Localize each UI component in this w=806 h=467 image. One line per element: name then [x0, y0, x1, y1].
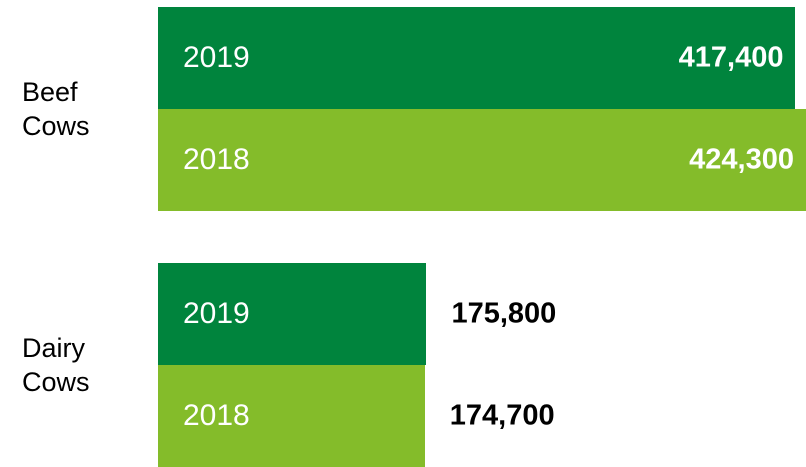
- bar-series-label: 2018: [183, 143, 250, 176]
- bar: [158, 7, 796, 109]
- bar-series-label: 2019: [183, 41, 250, 74]
- value-label: 417,400: [678, 41, 784, 74]
- value-label: 174,700: [449, 399, 555, 432]
- bar: [158, 109, 806, 211]
- bar-series-label: 2018: [183, 399, 250, 432]
- category-label: Beef Cows: [22, 77, 90, 141]
- bar: [158, 263, 427, 365]
- bar: [158, 365, 425, 467]
- value-label: 424,300: [689, 143, 794, 176]
- bar-series-label: 2019: [183, 297, 250, 330]
- value-label: 175,800: [451, 297, 557, 330]
- category-label: Dairy Cows: [22, 333, 90, 397]
